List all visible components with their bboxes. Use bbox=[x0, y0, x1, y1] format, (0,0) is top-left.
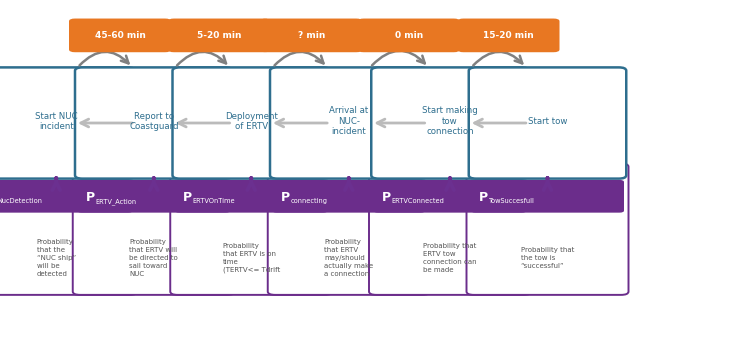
FancyBboxPatch shape bbox=[469, 67, 626, 179]
FancyBboxPatch shape bbox=[369, 163, 531, 295]
Text: Report to
Coastguard: Report to Coastguard bbox=[129, 112, 178, 131]
FancyBboxPatch shape bbox=[73, 163, 235, 295]
Text: Deployment
of ERTV: Deployment of ERTV bbox=[225, 112, 278, 131]
Text: P: P bbox=[86, 191, 94, 204]
FancyBboxPatch shape bbox=[0, 163, 137, 295]
FancyBboxPatch shape bbox=[371, 67, 529, 179]
FancyBboxPatch shape bbox=[471, 180, 624, 213]
FancyBboxPatch shape bbox=[0, 67, 135, 179]
Text: Start tow: Start tow bbox=[528, 117, 567, 126]
Text: Start NUC
incident: Start NUC incident bbox=[35, 112, 77, 131]
Text: ERTVOnTime: ERTVOnTime bbox=[193, 198, 236, 204]
FancyBboxPatch shape bbox=[358, 19, 460, 52]
FancyBboxPatch shape bbox=[172, 67, 330, 179]
FancyBboxPatch shape bbox=[272, 180, 425, 213]
FancyBboxPatch shape bbox=[175, 180, 328, 213]
FancyBboxPatch shape bbox=[168, 19, 270, 52]
FancyBboxPatch shape bbox=[0, 180, 133, 213]
Text: P: P bbox=[382, 191, 391, 204]
Text: Arrival at
NUC-
incident: Arrival at NUC- incident bbox=[329, 106, 368, 136]
FancyBboxPatch shape bbox=[466, 163, 628, 295]
Text: Probability
that ERTV will
be directed to
sail toward
NUC: Probability that ERTV will be directed t… bbox=[129, 239, 178, 277]
Text: P: P bbox=[183, 191, 192, 204]
Text: TowSuccesfull: TowSuccesfull bbox=[489, 198, 535, 204]
FancyBboxPatch shape bbox=[77, 180, 230, 213]
Text: Probability that
ERTV tow
connection can
be made: Probability that ERTV tow connection can… bbox=[423, 243, 477, 273]
Text: Probability
that ERTV
may/should
actually make
a connection: Probability that ERTV may/should actuall… bbox=[324, 239, 374, 277]
Text: 0 min: 0 min bbox=[394, 31, 423, 40]
Text: ERTV_Action: ERTV_Action bbox=[95, 198, 136, 205]
FancyBboxPatch shape bbox=[268, 163, 430, 295]
FancyBboxPatch shape bbox=[458, 19, 560, 52]
Text: Start making
tow
connection: Start making tow connection bbox=[422, 106, 478, 136]
Text: P: P bbox=[280, 191, 290, 204]
FancyBboxPatch shape bbox=[69, 19, 171, 52]
Text: ? min: ? min bbox=[298, 31, 325, 40]
FancyBboxPatch shape bbox=[374, 180, 526, 213]
Text: Probability
that ERTV is on
time
(TERTV<= Tdrift: Probability that ERTV is on time (TERTV<… bbox=[223, 243, 280, 273]
FancyBboxPatch shape bbox=[260, 19, 362, 52]
Text: 45-60 min: 45-60 min bbox=[94, 31, 146, 40]
FancyBboxPatch shape bbox=[270, 67, 428, 179]
Text: 5-20 min: 5-20 min bbox=[196, 31, 242, 40]
Text: Probability that
the tow is
“successful”: Probability that the tow is “successful” bbox=[520, 247, 574, 269]
Text: NucDetection: NucDetection bbox=[0, 198, 43, 204]
Text: P: P bbox=[479, 191, 488, 204]
Text: 15-20 min: 15-20 min bbox=[483, 31, 534, 40]
FancyBboxPatch shape bbox=[75, 67, 232, 179]
Text: Probability
that the
“NUC ship”
will be
detected: Probability that the “NUC ship” will be … bbox=[37, 239, 76, 277]
FancyBboxPatch shape bbox=[170, 163, 332, 295]
Text: connecting: connecting bbox=[290, 198, 327, 204]
Text: ERTVConnected: ERTVConnected bbox=[392, 198, 444, 204]
